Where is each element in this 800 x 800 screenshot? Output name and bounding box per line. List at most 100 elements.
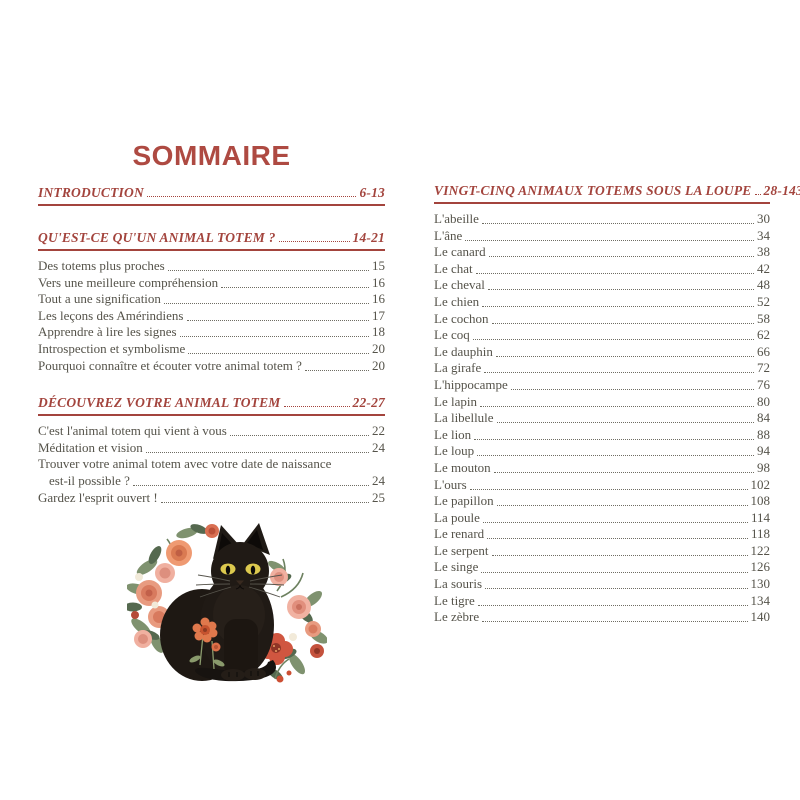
toc-item-page: 15 xyxy=(372,258,385,273)
toc-section: QU'EST-CE QU'UN ANIMAL TOTEM ? 14-21 Des… xyxy=(38,230,385,374)
toc-section-heading: VINGT-CINQ ANIMAUX TOTEMS SOUS LA LOUPE … xyxy=(434,183,800,204)
toc-item: La libellule 84 xyxy=(434,410,770,427)
dot-leader xyxy=(481,223,754,225)
toc-section: INTRODUCTION 6-13 xyxy=(38,185,385,206)
toc-item-page: 102 xyxy=(750,476,771,492)
toc-item: Le cheval 48 xyxy=(434,277,770,294)
toc-item-page: 30 xyxy=(757,211,770,226)
right-column: VINGT-CINQ ANIMAUX TOTEMS SOUS LA LOUPE … xyxy=(434,0,800,626)
toc-section-pages: 14-21 xyxy=(352,230,385,245)
toc-item-page: 122 xyxy=(750,542,771,558)
dot-leader xyxy=(221,286,369,288)
toc-item-page: 118 xyxy=(750,526,770,542)
toc-item-page: 22 xyxy=(372,423,385,439)
dot-leader xyxy=(487,289,754,291)
toc-item-label: Le zèbre xyxy=(434,609,480,625)
toc-item-page: 24 xyxy=(372,439,385,455)
toc-item-page: 58 xyxy=(757,310,770,326)
toc-section-items: C'est l'animal totem qui vient à vous 22… xyxy=(38,423,385,506)
toc-section: VINGT-CINQ ANIMAUX TOTEMS SOUS LA LOUPE … xyxy=(434,183,800,626)
toc-item-label: Gardez l'esprit ouvert ! xyxy=(38,489,158,505)
toc-section-heading: QU'EST-CE QU'UN ANIMAL TOTEM ? 14-21 xyxy=(38,230,385,251)
dot-leader xyxy=(186,319,369,321)
toc-item-page: 25 xyxy=(372,489,385,505)
toc-section-pages: 6-13 xyxy=(359,185,385,200)
toc-item: L'abeille 30 xyxy=(434,211,770,228)
toc-item-label: L'abeille xyxy=(434,211,479,226)
toc-item-page: 134 xyxy=(750,592,771,608)
toc-item-label: Vers une meilleure compréhension xyxy=(38,274,219,290)
dot-leader xyxy=(510,389,754,391)
toc-item-label: Pourquoi connaître et écouter votre anim… xyxy=(38,357,302,373)
toc-item: Le chien 52 xyxy=(434,294,770,311)
toc-item-label: Apprendre à lire les signes xyxy=(38,324,177,340)
toc-item-label: Le lapin xyxy=(434,393,477,409)
dot-leader xyxy=(132,485,369,487)
toc-item: Gardez l'esprit ouvert ! 25 xyxy=(38,490,385,507)
toc-section-pages: 28-143 xyxy=(763,183,800,198)
dot-leader xyxy=(179,336,369,338)
toc-item-label: Le dauphin xyxy=(434,343,493,359)
toc-item: Le mouton 98 xyxy=(434,460,770,477)
dot-leader xyxy=(491,322,754,324)
toc-item: Le cochon 58 xyxy=(434,311,770,328)
dot-leader xyxy=(474,438,754,440)
toc-item-page: 24 xyxy=(372,472,385,488)
toc-item-page: 94 xyxy=(757,443,770,459)
dot-leader xyxy=(146,195,357,197)
toc-item-page: 108 xyxy=(750,493,771,509)
toc-section: DÉCOUVREZ VOTRE ANIMAL TOTEM 22-27 C'est… xyxy=(38,395,385,506)
toc-section-title: DÉCOUVREZ VOTRE ANIMAL TOTEM xyxy=(38,395,281,411)
toc-item-page: 48 xyxy=(757,277,770,293)
toc-item-label: C'est l'animal totem qui vient à vous xyxy=(38,423,227,439)
toc-item: Le serpent 122 xyxy=(434,543,770,560)
dot-leader xyxy=(163,303,369,305)
toc-item: L'hippocampe 76 xyxy=(434,377,770,394)
toc-item: Le coq 62 xyxy=(434,327,770,344)
dot-leader xyxy=(145,451,369,453)
toc-item-page: 52 xyxy=(757,293,770,309)
toc-item: Le canard 38 xyxy=(434,244,770,261)
dot-leader xyxy=(477,604,748,606)
toc-section-pages: 22-27 xyxy=(352,395,385,411)
toc-item-page: 126 xyxy=(750,559,771,575)
toc-item-page: 66 xyxy=(757,343,770,359)
toc-item-page: 88 xyxy=(757,426,770,442)
toc-item-label: L'ours xyxy=(434,476,467,492)
toc-item-label: Les leçons des Amérindiens xyxy=(38,307,184,323)
toc-item: Le papillon 108 xyxy=(434,493,770,510)
toc-item: Apprendre à lire les signes 18 xyxy=(38,324,385,341)
toc-item: La girafe 72 xyxy=(434,360,770,377)
toc-section-heading: INTRODUCTION 6-13 xyxy=(38,185,385,206)
toc-item-page: 20 xyxy=(372,357,385,373)
dot-leader xyxy=(491,554,748,556)
dot-leader xyxy=(754,193,761,195)
toc-item: Le loup 94 xyxy=(434,443,770,460)
toc-item-label: Le cheval xyxy=(434,277,485,293)
toc-section-title: QU'EST-CE QU'UN ANIMAL TOTEM ? xyxy=(38,230,276,245)
toc-item: La souris 130 xyxy=(434,576,770,593)
toc-item-label: Le papillon xyxy=(434,493,494,509)
dot-leader xyxy=(495,355,754,357)
dot-leader xyxy=(485,588,748,590)
toc-item-label: Trouver votre animal totem avec votre da… xyxy=(38,456,332,472)
dot-leader xyxy=(482,306,754,308)
toc-section-title: INTRODUCTION xyxy=(38,185,144,200)
toc-item-label: Des totems plus proches xyxy=(38,258,165,273)
dot-leader xyxy=(488,256,754,258)
dot-leader xyxy=(229,435,369,437)
toc-item-page: 16 xyxy=(372,291,385,307)
toc-item-page: 130 xyxy=(750,576,771,592)
toc-item-label: Le loup xyxy=(434,443,475,459)
dot-leader xyxy=(475,272,754,274)
toc-item: Le lion 88 xyxy=(434,427,770,444)
dot-leader xyxy=(160,501,369,503)
dot-leader xyxy=(493,472,754,473)
toc-item: Des totems plus proches 15 xyxy=(38,258,385,275)
left-column: SOMMAIRE INTRODUCTION 6-13 QU'EST-CE QU'… xyxy=(38,0,385,686)
dot-leader xyxy=(304,369,369,371)
toc-item-label: Le tigre xyxy=(434,592,475,608)
toc-item-label: Le coq xyxy=(434,327,470,343)
toc-item-label: Le renard xyxy=(434,526,485,542)
toc-item-page: 114 xyxy=(750,509,770,525)
